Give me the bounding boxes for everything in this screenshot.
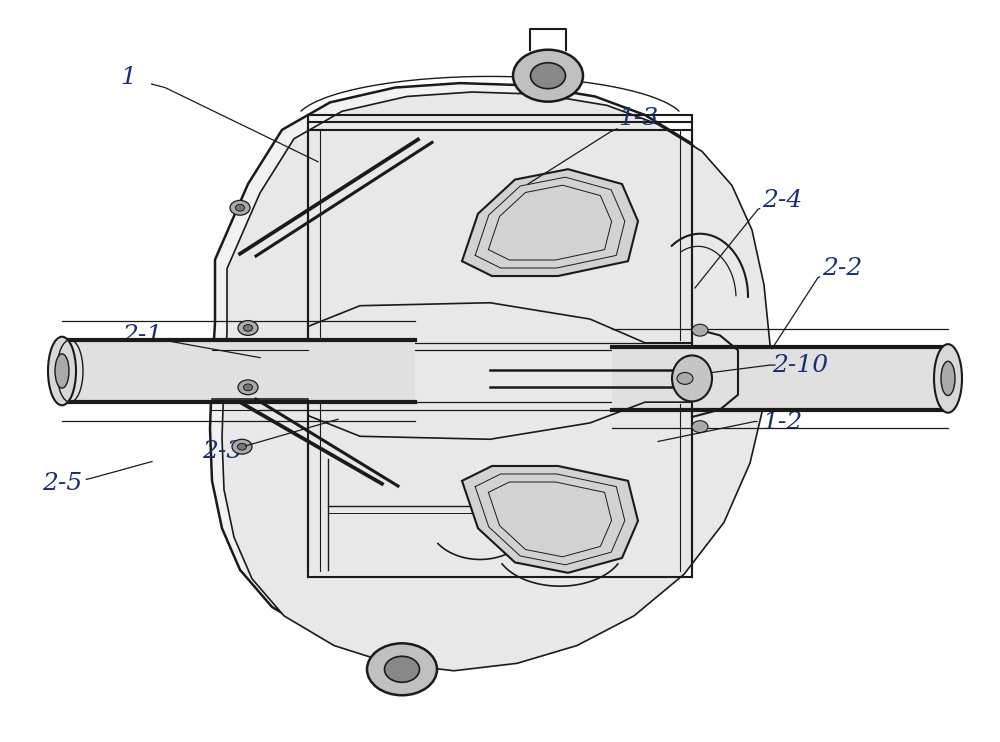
- Ellipse shape: [230, 200, 250, 215]
- Text: 1-3: 1-3: [618, 108, 658, 130]
- Text: 1: 1: [120, 67, 136, 89]
- Ellipse shape: [692, 324, 708, 336]
- Ellipse shape: [672, 355, 712, 401]
- Text: 2-4: 2-4: [762, 189, 802, 211]
- Ellipse shape: [238, 443, 246, 450]
- Ellipse shape: [692, 421, 708, 433]
- Text: 2-3: 2-3: [202, 440, 242, 462]
- Ellipse shape: [236, 204, 244, 211]
- Ellipse shape: [384, 656, 420, 683]
- Ellipse shape: [232, 439, 252, 454]
- Text: 2-1: 2-1: [122, 324, 162, 347]
- Polygon shape: [612, 347, 948, 410]
- Polygon shape: [462, 169, 638, 276]
- Ellipse shape: [48, 337, 76, 405]
- Text: 2-10: 2-10: [772, 354, 828, 376]
- Text: 1-2: 1-2: [762, 412, 802, 434]
- Ellipse shape: [677, 372, 693, 384]
- Ellipse shape: [244, 324, 252, 331]
- Ellipse shape: [367, 643, 437, 695]
- Ellipse shape: [238, 321, 258, 335]
- Text: 2-2: 2-2: [822, 257, 862, 280]
- Ellipse shape: [934, 344, 962, 413]
- Text: 2-5: 2-5: [42, 473, 82, 495]
- Ellipse shape: [941, 361, 955, 395]
- Ellipse shape: [513, 50, 583, 102]
- Polygon shape: [222, 92, 770, 671]
- Ellipse shape: [238, 380, 258, 395]
- Polygon shape: [62, 340, 415, 402]
- Polygon shape: [210, 83, 758, 662]
- Polygon shape: [462, 466, 638, 573]
- Ellipse shape: [244, 384, 252, 390]
- Ellipse shape: [530, 62, 566, 88]
- Ellipse shape: [55, 354, 69, 388]
